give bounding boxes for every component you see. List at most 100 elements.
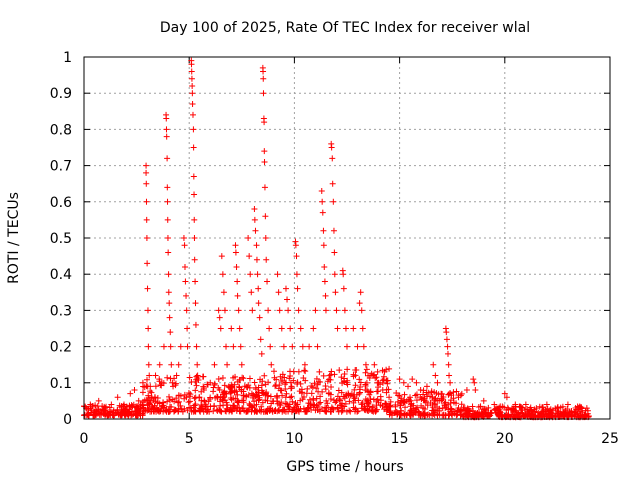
data-point [379,387,386,394]
data-point [313,375,320,382]
data-point [267,393,274,400]
data-point [370,408,377,415]
data-point [547,406,554,413]
data-point [508,406,515,413]
data-point [143,198,150,205]
data-point [168,403,175,410]
data-point [164,235,171,241]
data-point [120,401,127,408]
data-point [453,388,460,395]
data-point [517,410,524,417]
data-point [306,343,313,350]
data-point [186,374,193,381]
data-point [192,401,199,408]
data-point [192,300,199,307]
data-point [487,409,494,416]
data-point [320,242,327,249]
data-point [571,413,578,420]
data-point [286,375,293,382]
data-point [360,343,367,350]
data-point [274,392,281,399]
data-point [406,411,413,418]
data-point [522,401,529,408]
data-point [340,285,347,292]
data-point [496,408,503,415]
data-point [206,396,213,403]
data-point [446,390,453,397]
data-point [279,406,286,413]
data-point [252,227,259,234]
data-point [352,372,359,379]
data-point [400,379,407,386]
data-point [559,403,566,410]
data-point [420,410,427,417]
data-point [480,397,487,404]
data-point [342,325,349,332]
data-point [377,397,384,404]
data-point [211,381,218,388]
data-point [192,321,199,328]
data-point [445,361,452,368]
data-point [223,405,230,412]
data-point [189,111,196,118]
data-point [240,375,247,382]
data-point [321,278,328,285]
data-point [438,397,445,404]
data-point [429,407,436,414]
data-point [302,368,309,375]
data-point [381,368,388,375]
data-point [341,307,348,314]
data-point [236,325,243,332]
data-point [247,271,254,278]
data-point [458,401,465,408]
data-point [440,394,447,401]
data-point [221,307,228,314]
data-point [326,372,333,379]
data-point [344,381,351,388]
data-point [145,361,152,368]
data-point [310,325,317,332]
data-point [364,397,371,404]
data-point [116,402,123,409]
y-tick-label: 0.8 [50,122,72,138]
data-point [239,405,246,412]
data-point [277,402,284,409]
data-point [232,242,239,249]
data-point [267,343,274,350]
data-point [181,391,188,398]
data-point [191,235,198,241]
data-point [322,307,329,314]
data-point [365,388,372,395]
data-point [165,249,172,256]
data-point [287,325,294,332]
data-point [261,148,268,155]
data-point [236,408,243,415]
data-point [336,367,343,374]
data-point [189,101,196,108]
data-point [543,401,550,408]
data-point [362,383,369,390]
data-point [382,400,389,407]
data-point [282,386,289,393]
data-point [132,412,139,419]
y-tick-label: 0.2 [50,340,72,356]
data-point [114,394,121,401]
data-point [255,397,262,404]
data-point [282,394,289,401]
data-point [188,75,195,82]
data-point [428,389,435,396]
data-point [246,375,253,382]
data-point [315,388,322,395]
data-point [357,383,364,390]
data-point [164,155,171,162]
data-point [227,404,234,411]
data-point [215,376,222,383]
data-point [151,402,158,409]
data-point [263,256,270,263]
data-point [345,390,352,397]
data-point [141,384,148,391]
data-point [191,216,198,223]
data-point [477,403,484,410]
data-point [265,379,272,386]
data-point [286,401,293,408]
